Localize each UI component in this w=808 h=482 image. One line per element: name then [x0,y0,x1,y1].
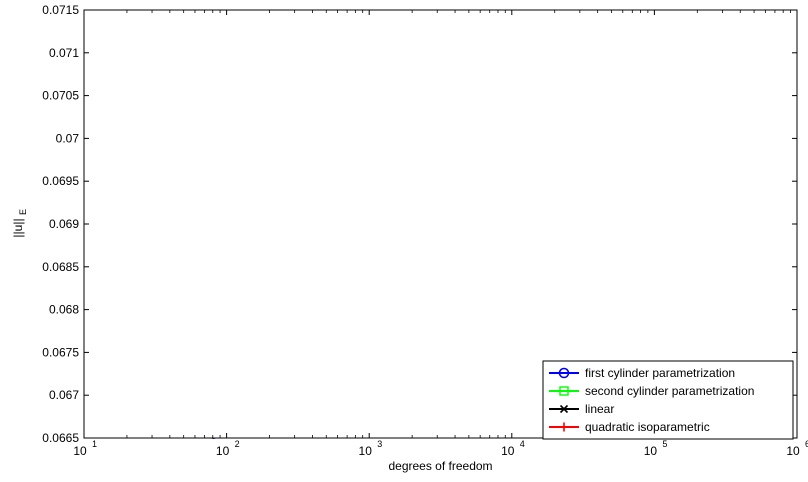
x-tick-exponent: 2 [235,439,240,449]
x-tick-exponent: 5 [662,439,667,449]
x-tick-exponent: 3 [377,439,382,449]
y-tick-label: 0.0685 [42,260,79,274]
y-tick-label: 0.07 [56,131,80,145]
y-axis-label-main: ||u|| [11,218,25,237]
legend: first cylinder parametrization second cyl… [542,360,794,440]
y-tick-label: 0.0705 [42,89,79,103]
y-tick-label: 0.0695 [42,174,79,188]
legend-swatch-marker [559,386,569,396]
legend-item: first cylinder parametrization [549,366,735,380]
y-tick-label: 0.0675 [42,345,79,359]
x-tick-label: 10 [501,444,515,458]
x-tick-label: 10 [786,444,800,458]
x-axis-label: degrees of freedom [388,459,492,473]
y-tick-label: 0.0715 [42,3,79,17]
legend-swatch-marker [559,422,569,432]
legend-item: quadratic isoparametric [549,420,710,434]
x-tick-exponent: 4 [520,439,525,449]
x-tick-label: 10 [359,444,373,458]
legend-swatch-marker [558,367,570,379]
y-tick-label: 0.067 [49,388,79,402]
legend-box [542,360,794,440]
legend-swatch-marker [559,404,569,414]
y-tick-label: 0.068 [49,303,79,317]
y-tick-label: 0.0665 [42,431,79,445]
x-tick-exponent: 6 [805,439,808,449]
y-tick-label: 0.071 [49,46,79,60]
x-tick-label: 10 [216,444,230,458]
x-tick-label: 10 [73,444,87,458]
y-axis-label-subscript: E [18,209,28,215]
legend-label: quadratic isoparametric [585,420,710,434]
y-axis-label: ||u|| E [11,209,28,238]
y-tick-label: 0.069 [49,217,79,231]
legend-label: linear [585,402,614,416]
x-tick-label: 10 [644,444,658,458]
legend-item: second cylinder parametrization [549,384,754,398]
legend-label: second cylinder parametrization [585,384,754,398]
legend-item: linear [549,402,614,416]
x-tick-exponent: 1 [92,439,97,449]
legend-label: first cylinder parametrization [585,366,735,380]
